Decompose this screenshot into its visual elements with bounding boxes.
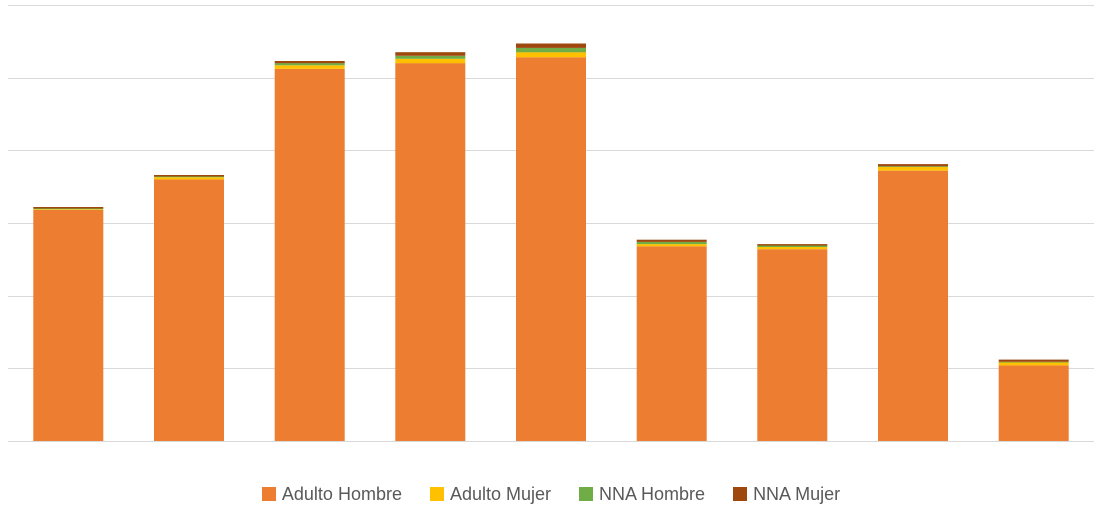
bar-segment-7-series-3 bbox=[757, 245, 828, 247]
legend-item-nna-hombre: NNA Hombre bbox=[579, 484, 705, 505]
bar-segment-9-series-2 bbox=[998, 362, 1069, 366]
bar-segment-9-series-4 bbox=[998, 359, 1069, 362]
bar-segment-7-series-4 bbox=[757, 244, 828, 246]
stacked-bar-chart bbox=[8, 5, 1094, 442]
bar-segment-1-series-3 bbox=[33, 208, 104, 210]
bar-segment-1-series-4 bbox=[33, 207, 104, 209]
legend-label-adulto-hombre: Adulto Hombre bbox=[281, 483, 402, 504]
legend-item-adulto-hombre: Adulto Hombre bbox=[261, 483, 402, 505]
bar-segment-3-series-3 bbox=[274, 63, 345, 66]
bar-segment-1-series-2 bbox=[33, 209, 104, 210]
bar-segment-3-series-4 bbox=[274, 61, 345, 64]
bar-stacks bbox=[33, 43, 1069, 442]
bar-segment-6-series-4 bbox=[636, 239, 707, 242]
bar-segment-6-series-3 bbox=[636, 241, 707, 245]
legend-item-adulto-mujer: Adulto Mujer bbox=[429, 483, 552, 505]
legend-swatch-adulto-mujer bbox=[429, 487, 444, 501]
legend-item-nna-mujer: NNA Mujer bbox=[733, 484, 840, 505]
bar-segment-4-series-3 bbox=[395, 55, 466, 59]
legend-label-nna-mujer: NNA Mujer bbox=[753, 483, 841, 504]
bar-segment-2-series-3 bbox=[154, 176, 224, 178]
bar-segment-5-series-1 bbox=[516, 57, 586, 442]
bar-segment-5-series-4 bbox=[516, 43, 586, 48]
bar-segment-9-series-1 bbox=[998, 365, 1069, 441]
bar-segment-4-series-1 bbox=[395, 63, 466, 441]
bar-segment-8-series-3 bbox=[878, 166, 948, 167]
bar-segment-9-series-3 bbox=[998, 361, 1069, 363]
legend-label-nna-hombre: NNA Hombre bbox=[599, 483, 706, 504]
bar-segment-2-series-4 bbox=[154, 175, 224, 177]
bar-segment-1-series-1 bbox=[33, 209, 104, 441]
bar-segment-3-series-1 bbox=[274, 68, 345, 442]
bar-segment-3-series-2 bbox=[274, 65, 345, 69]
bar-segment-5-series-2 bbox=[516, 52, 586, 58]
bar-segment-2-series-2 bbox=[154, 177, 224, 180]
bar-segment-7-series-1 bbox=[757, 249, 828, 441]
bar-segment-6-series-2 bbox=[636, 244, 707, 247]
bar-segment-4-series-2 bbox=[395, 58, 466, 64]
legend-label-adulto-mujer: Adulto Mujer bbox=[449, 483, 552, 504]
legend-swatch-adulto-hombre bbox=[261, 487, 276, 501]
bar-segment-8-series-4 bbox=[878, 164, 948, 167]
bar-segment-8-series-1 bbox=[878, 170, 948, 441]
bar-segment-5-series-3 bbox=[516, 47, 586, 53]
bar-segment-4-series-4 bbox=[395, 52, 466, 56]
bar-segment-6-series-1 bbox=[636, 246, 707, 441]
bar-segment-8-series-2 bbox=[878, 167, 948, 171]
legend-swatch-nna-mujer bbox=[733, 487, 748, 501]
bar-segment-2-series-1 bbox=[154, 179, 224, 441]
legend-swatch-nna-hombre bbox=[579, 487, 594, 501]
bar-segment-7-series-2 bbox=[757, 247, 828, 250]
legend: Adulto Hombre Adulto Mujer NNA Hombre NN… bbox=[0, 482, 1102, 506]
